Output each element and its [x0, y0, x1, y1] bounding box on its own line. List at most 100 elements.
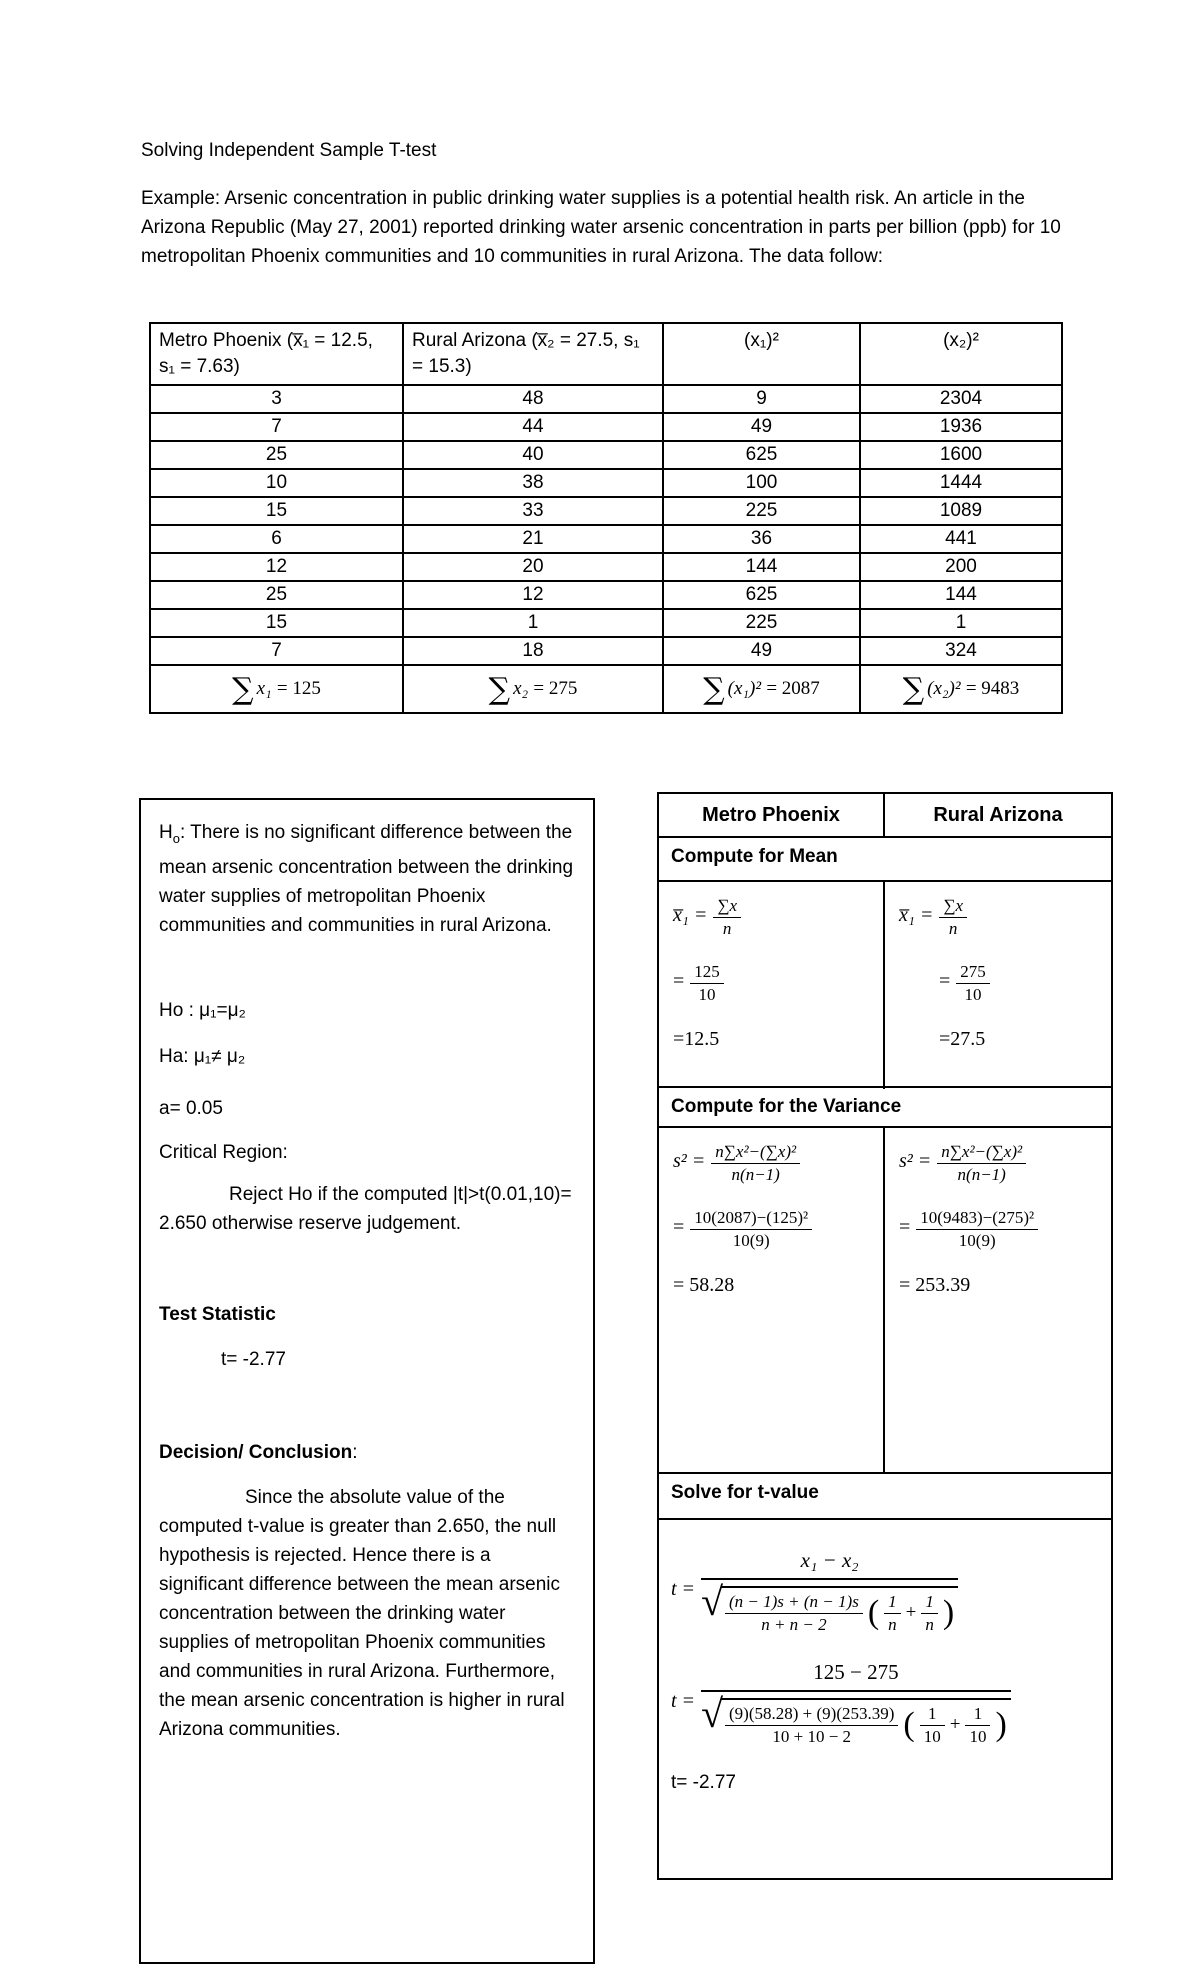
fraction-numerator: ∑x	[713, 896, 741, 918]
section-title-tvalue: Solve for t-value	[659, 1472, 1111, 1518]
mean-result: =12.5	[673, 1028, 720, 1051]
cell: 25	[149, 580, 404, 610]
mean-lhs: x̅₁ =	[673, 904, 708, 927]
computation-header-row: Metro Phoenix Rural Arizona	[659, 794, 1111, 836]
variance-metro-cell: s² = n∑x²−(∑x)² n(n−1) = 10(2087)−(125)² 10(…	[659, 1128, 885, 1472]
sum-x1-squared: ∑ (x₁)² = 2087	[662, 664, 861, 714]
hypothesis-box: Ho: There is no significant difference b…	[139, 798, 595, 1964]
fraction-denominator: n(n−1)	[957, 1164, 1006, 1184]
fraction-numerator: 1	[921, 1592, 938, 1614]
cell: 20	[402, 552, 664, 582]
t-lhs: t =	[671, 1690, 696, 1713]
square-root: √ (9)(58.28) + (9)(253.39) 10 + 10 − 2(1 10…	[701, 1694, 1011, 1746]
variance-formula: s² = n∑x²−(∑x)² n(n−1)	[673, 1142, 869, 1184]
cell: 1936	[859, 412, 1063, 442]
cell: 15	[149, 496, 404, 526]
t-result: t= -2.77	[671, 1772, 736, 1794]
fraction-denominator: 10	[923, 1726, 941, 1746]
t-formula-symbolic: t = x₁ − x₂ √ (n − 1)s + (n − 1)s n + n − 2(…	[671, 1548, 1101, 1634]
cell: 7	[149, 636, 404, 666]
equals-sign: =	[899, 1216, 911, 1239]
big-fraction-numerator: 125 − 275	[701, 1660, 1011, 1693]
fraction-denominator: 10	[969, 1726, 987, 1746]
fraction-numerator: n∑x²−(∑x)²	[711, 1142, 801, 1164]
h0-text: : There is no significant difference bet…	[159, 822, 574, 936]
critical-region-text: Reject Ho if the computed |t|>t(0.01,10)…	[159, 1183, 572, 1234]
table-row: 12 20 144 200	[149, 552, 1063, 582]
fraction-denominator: 10 + 10 − 2	[772, 1726, 852, 1746]
open-paren: (	[867, 1594, 880, 1632]
cell: 38	[402, 468, 664, 498]
cell: 2304	[859, 384, 1063, 414]
cell: 225	[662, 496, 861, 526]
cell: 1	[402, 608, 664, 638]
cell: 15	[149, 608, 404, 638]
cell: 10	[149, 468, 404, 498]
plus-sign: +	[949, 1714, 961, 1736]
cell: 36	[662, 524, 861, 554]
sigma-icon: ∑	[488, 671, 511, 707]
comp-header-metro: Metro Phoenix	[659, 794, 885, 836]
cell: 144	[662, 552, 861, 582]
mean-rural-cell: x̅₁ = ∑x n = 275 10 =27.5	[885, 882, 1111, 1089]
radicand: (n − 1)s + (n − 1)s n + n − 2(1 n +1 n)	[721, 1586, 959, 1634]
cell: 625	[662, 440, 861, 470]
cell: 12	[149, 552, 404, 582]
sigma-icon: ∑	[232, 671, 254, 707]
variance-result: = 58.28	[673, 1274, 735, 1297]
mean-computation-row: x̅₁ = ∑x n = 125 10 =12.5 x̅₁ = ∑x n = 275 10 =2…	[659, 880, 1111, 1090]
cell: 1444	[859, 468, 1063, 498]
big-fraction: 125 − 275 √ (9)(58.28) + (9)(253.39) 10 + 1…	[701, 1660, 1011, 1746]
t-formula-numeric: t = 125 − 275 √ (9)(58.28) + (9)(253.39) 10 …	[671, 1660, 1101, 1746]
fraction-numerator: 10(9483)−(275)²	[916, 1208, 1039, 1230]
cell: 49	[662, 636, 861, 666]
cell: 200	[859, 552, 1063, 582]
page-title: Solving Independent Sample T-test	[141, 140, 437, 161]
radicand: (9)(58.28) + (9)(253.39) 10 + 10 − 2(1 10 +…	[721, 1698, 1011, 1746]
big-fraction-numerator: x₁ − x₂	[701, 1548, 959, 1580]
cell: 40	[402, 440, 664, 470]
fraction-denominator: n	[948, 918, 958, 938]
variance-lhs: s² =	[673, 1150, 706, 1173]
plus-sign: +	[905, 1602, 917, 1624]
h0-prefix: H	[159, 822, 173, 843]
fraction: 10(2087)−(125)² 10(9)	[690, 1208, 813, 1250]
cell: 441	[859, 524, 1063, 554]
intro-paragraph: Example: Arsenic concentration in public…	[141, 188, 1061, 267]
fraction-denominator: 10(9)	[732, 1230, 770, 1250]
sum-value: = 125	[276, 677, 321, 699]
sum-expr: (x₂)²	[927, 677, 961, 699]
fraction-denominator: n + n − 2	[761, 1614, 827, 1634]
mean-substitution: = 125 10	[673, 962, 869, 1004]
tvalue-computation-row: t = x₁ − x₂ √ (n − 1)s + (n − 1)s n + n − 2 (…	[659, 1518, 1111, 1820]
table-row: 3 48 9 2304	[149, 384, 1063, 414]
data-table: Metro Phoenix (x̅₁ = 12.5, s₁ = 7.63) Ru…	[149, 322, 1063, 714]
cell: 3	[149, 384, 404, 414]
cell: 1	[859, 608, 1063, 638]
section-title-mean: Compute for Mean	[659, 836, 1111, 880]
comp-header-rural: Rural Arizona	[933, 803, 1063, 826]
cell: 1600	[859, 440, 1063, 470]
variance-result: = 253.39	[899, 1274, 971, 1297]
close-paren: )	[995, 1706, 1007, 1744]
table-row: 7 18 49 324	[149, 636, 1063, 666]
mean-formula: x̅₁ = ∑x n	[899, 896, 1097, 938]
sigma-icon: ∑	[902, 671, 925, 707]
table-row: 25 40 625 1600	[149, 440, 1063, 470]
header-x1-squared: (x₁)²	[662, 322, 861, 386]
sum-value: = 9483	[965, 677, 1020, 699]
fraction-denominator: 10(9)	[958, 1230, 996, 1250]
sum-expr: x₁	[256, 677, 272, 699]
square-root: √ (n − 1)s + (n − 1)s n + n − 2(1 n +1 n)	[701, 1579, 959, 1634]
radical-icon: √	[701, 1579, 724, 1624]
fraction: 10(9483)−(275)² 10(9)	[916, 1208, 1039, 1250]
cell: 44	[402, 412, 664, 442]
fraction: 1 10	[919, 1704, 945, 1746]
alpha-level: a= 0.05	[159, 1097, 223, 1119]
sum-expr: x₂	[513, 677, 529, 699]
fraction-numerator: (n − 1)s + (n − 1)s	[725, 1592, 863, 1614]
decision-label-text: Decision/ Conclusion	[159, 1441, 353, 1463]
fraction-denominator: n	[722, 918, 732, 938]
table-row: 15 1 225 1	[149, 608, 1063, 638]
